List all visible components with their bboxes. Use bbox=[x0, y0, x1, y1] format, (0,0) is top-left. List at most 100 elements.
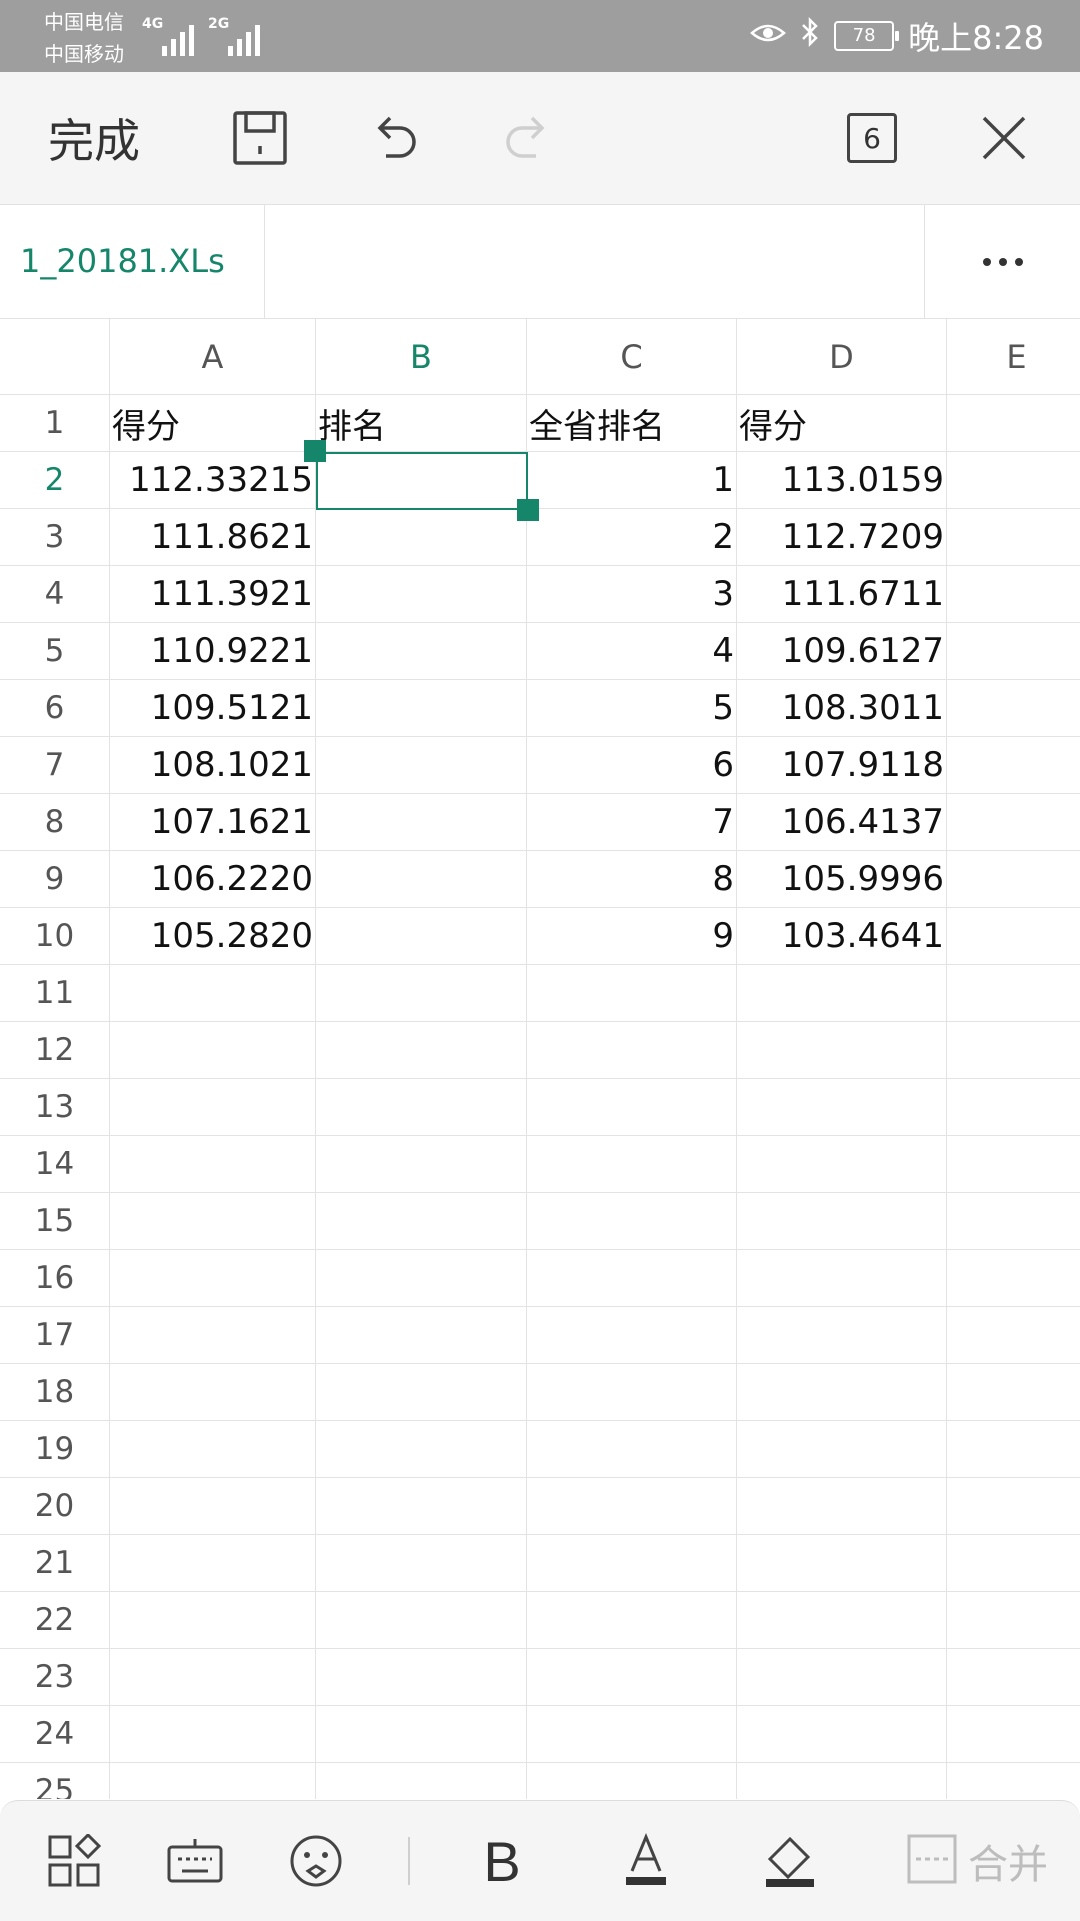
cell-e4[interactable] bbox=[947, 566, 1080, 623]
column-header-c[interactable]: C bbox=[527, 319, 737, 395]
cell-d23[interactable] bbox=[737, 1649, 947, 1706]
row-header-25[interactable]: 25 bbox=[0, 1763, 110, 1799]
apps-icon[interactable] bbox=[46, 1801, 102, 1921]
cell-c16[interactable] bbox=[527, 1250, 737, 1307]
cell-e25[interactable] bbox=[947, 1763, 1080, 1799]
row-header-14[interactable]: 14 bbox=[0, 1136, 110, 1193]
cell-e9[interactable] bbox=[947, 851, 1080, 908]
cell-c11[interactable] bbox=[527, 965, 737, 1022]
bold-button[interactable]: B bbox=[483, 1829, 521, 1893]
cell-b10[interactable] bbox=[316, 908, 527, 965]
select-all-corner[interactable] bbox=[0, 319, 110, 395]
row-header-24[interactable]: 24 bbox=[0, 1706, 110, 1763]
merge-cells-button[interactable]: 合并 bbox=[906, 1801, 1080, 1921]
cell-d16[interactable] bbox=[737, 1250, 947, 1307]
cell-d21[interactable] bbox=[737, 1535, 947, 1592]
cell-b5[interactable] bbox=[316, 623, 527, 680]
cell-e16[interactable] bbox=[947, 1250, 1080, 1307]
cell-b13[interactable] bbox=[316, 1079, 527, 1136]
cell-b22[interactable] bbox=[316, 1592, 527, 1649]
cell-d3[interactable]: 112.7209 bbox=[737, 509, 947, 566]
cell-a23[interactable] bbox=[110, 1649, 316, 1706]
row-header-7[interactable]: 7 bbox=[0, 737, 110, 794]
cell-a11[interactable] bbox=[110, 965, 316, 1022]
row-header-3[interactable]: 3 bbox=[0, 509, 110, 566]
cell-c3[interactable]: 2 bbox=[527, 509, 737, 566]
row-header-17[interactable]: 17 bbox=[0, 1307, 110, 1364]
row-header-23[interactable]: 23 bbox=[0, 1649, 110, 1706]
cell-a4[interactable]: 111.3921 bbox=[110, 566, 316, 623]
cell-c1[interactable]: 全省排名 bbox=[527, 395, 737, 452]
cell-c8[interactable]: 7 bbox=[527, 794, 737, 851]
cell-b12[interactable] bbox=[316, 1022, 527, 1079]
cell-a19[interactable] bbox=[110, 1421, 316, 1478]
emoji-icon[interactable] bbox=[288, 1801, 344, 1921]
row-header-19[interactable]: 19 bbox=[0, 1421, 110, 1478]
row-header-20[interactable]: 20 bbox=[0, 1478, 110, 1535]
column-header-d[interactable]: D bbox=[737, 319, 947, 395]
cell-c24[interactable] bbox=[527, 1706, 737, 1763]
cell-d17[interactable] bbox=[737, 1307, 947, 1364]
cell-e19[interactable] bbox=[947, 1421, 1080, 1478]
cell-c4[interactable]: 3 bbox=[527, 566, 737, 623]
row-header-18[interactable]: 18 bbox=[0, 1364, 110, 1421]
spreadsheet-grid[interactable]: A B C D E 1 得分 排名 全省排名 得分 2 112.33215 1 113.0159 3 111.… bbox=[0, 319, 1080, 1799]
cell-a21[interactable] bbox=[110, 1535, 316, 1592]
cell-a2[interactable]: 112.33215 bbox=[110, 452, 316, 509]
row-header-13[interactable]: 13 bbox=[0, 1079, 110, 1136]
cell-c12[interactable] bbox=[527, 1022, 737, 1079]
cell-d19[interactable] bbox=[737, 1421, 947, 1478]
cell-a5[interactable]: 110.9221 bbox=[110, 623, 316, 680]
cell-c15[interactable] bbox=[527, 1193, 737, 1250]
cell-c18[interactable] bbox=[527, 1364, 737, 1421]
cell-e12[interactable] bbox=[947, 1022, 1080, 1079]
cell-d25[interactable] bbox=[737, 1763, 947, 1799]
cell-e3[interactable] bbox=[947, 509, 1080, 566]
cell-a15[interactable] bbox=[110, 1193, 316, 1250]
cell-e21[interactable] bbox=[947, 1535, 1080, 1592]
cell-e2[interactable] bbox=[947, 452, 1080, 509]
cell-b14[interactable] bbox=[316, 1136, 527, 1193]
cell-c9[interactable]: 8 bbox=[527, 851, 737, 908]
row-header-16[interactable]: 16 bbox=[0, 1250, 110, 1307]
row-header-22[interactable]: 22 bbox=[0, 1592, 110, 1649]
cell-a8[interactable]: 107.1621 bbox=[110, 794, 316, 851]
close-icon[interactable] bbox=[976, 72, 1032, 204]
cell-d2[interactable]: 113.0159 bbox=[737, 452, 947, 509]
cell-c19[interactable] bbox=[527, 1421, 737, 1478]
done-button[interactable]: 完成 bbox=[48, 114, 140, 168]
cell-b2[interactable] bbox=[316, 452, 527, 509]
cell-e5[interactable] bbox=[947, 623, 1080, 680]
selection-handle-start[interactable] bbox=[304, 440, 326, 462]
cell-c25[interactable] bbox=[527, 1763, 737, 1799]
cell-e17[interactable] bbox=[947, 1307, 1080, 1364]
cell-a20[interactable] bbox=[110, 1478, 316, 1535]
cell-b19[interactable] bbox=[316, 1421, 527, 1478]
cell-b17[interactable] bbox=[316, 1307, 527, 1364]
selection-handle-end[interactable] bbox=[517, 499, 539, 521]
cell-e13[interactable] bbox=[947, 1079, 1080, 1136]
cell-a18[interactable] bbox=[110, 1364, 316, 1421]
row-header-9[interactable]: 9 bbox=[0, 851, 110, 908]
cell-b21[interactable] bbox=[316, 1535, 527, 1592]
row-header-12[interactable]: 12 bbox=[0, 1022, 110, 1079]
file-name[interactable]: 1_20181.XLs bbox=[20, 242, 225, 280]
cell-b25[interactable] bbox=[316, 1763, 527, 1799]
cell-a3[interactable]: 111.8621 bbox=[110, 509, 316, 566]
cell-e1[interactable] bbox=[947, 395, 1080, 452]
cell-b23[interactable] bbox=[316, 1649, 527, 1706]
cell-e7[interactable] bbox=[947, 737, 1080, 794]
cell-e22[interactable] bbox=[947, 1592, 1080, 1649]
cell-d8[interactable]: 106.4137 bbox=[737, 794, 947, 851]
cell-c6[interactable]: 5 bbox=[527, 680, 737, 737]
row-header-15[interactable]: 15 bbox=[0, 1193, 110, 1250]
cell-e14[interactable] bbox=[947, 1136, 1080, 1193]
cell-a9[interactable]: 106.2220 bbox=[110, 851, 316, 908]
cell-b20[interactable] bbox=[316, 1478, 527, 1535]
cell-d22[interactable] bbox=[737, 1592, 947, 1649]
cell-e24[interactable] bbox=[947, 1706, 1080, 1763]
cell-a7[interactable]: 108.1021 bbox=[110, 737, 316, 794]
cell-a22[interactable] bbox=[110, 1592, 316, 1649]
cell-d1[interactable]: 得分 bbox=[737, 395, 947, 452]
cell-b24[interactable] bbox=[316, 1706, 527, 1763]
